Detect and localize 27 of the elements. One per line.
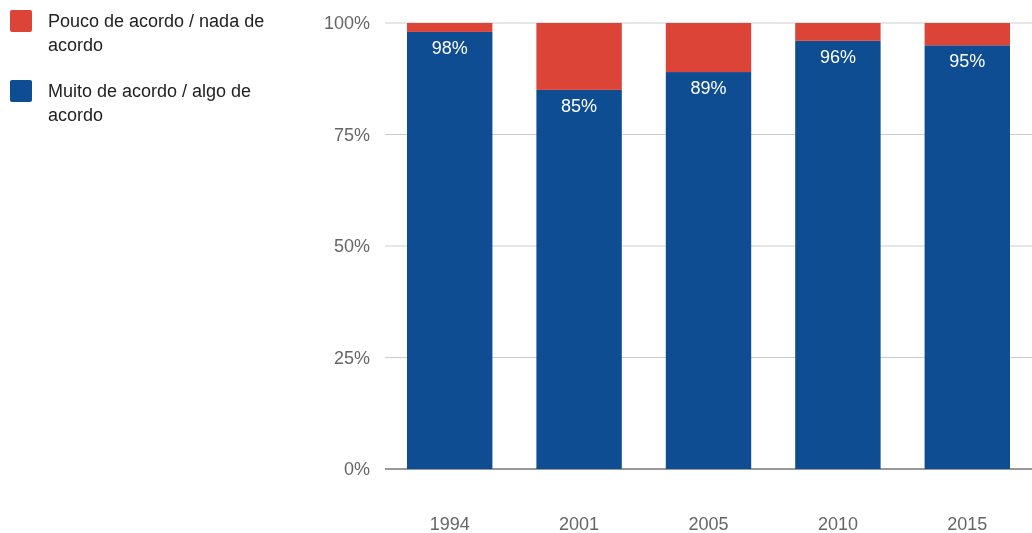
data-label: 89% xyxy=(690,78,727,99)
x-tick-label: 2001 xyxy=(559,514,600,533)
y-tick-label: 0% xyxy=(343,459,370,480)
bar xyxy=(407,23,493,32)
y-tick-label: 25% xyxy=(333,347,370,368)
x-tick-label: 2010 xyxy=(817,514,858,533)
bar xyxy=(536,89,622,469)
x-tick-label: 1994 xyxy=(429,514,470,533)
data-label: 96% xyxy=(819,46,856,67)
data-label: 95% xyxy=(949,51,986,72)
bar xyxy=(795,40,881,469)
data-label: 98% xyxy=(431,37,468,58)
y-tick-label: 100% xyxy=(323,13,370,34)
x-tick-label: 2015 xyxy=(947,514,988,533)
bar xyxy=(665,23,752,73)
bar xyxy=(795,23,881,41)
bar xyxy=(924,23,1010,46)
bar xyxy=(536,23,622,90)
bar xyxy=(407,31,493,469)
legend-label: Muito de acordo / algo de acordo xyxy=(48,81,252,125)
data-label: 85% xyxy=(561,95,598,116)
y-tick-label: 50% xyxy=(333,236,370,257)
legend-label: Pouco de acordo / nada de acordo xyxy=(48,11,265,55)
bar xyxy=(665,72,752,469)
x-tick-label: 2005 xyxy=(688,514,729,533)
y-tick-label: 75% xyxy=(333,124,370,145)
bar xyxy=(924,45,1010,469)
